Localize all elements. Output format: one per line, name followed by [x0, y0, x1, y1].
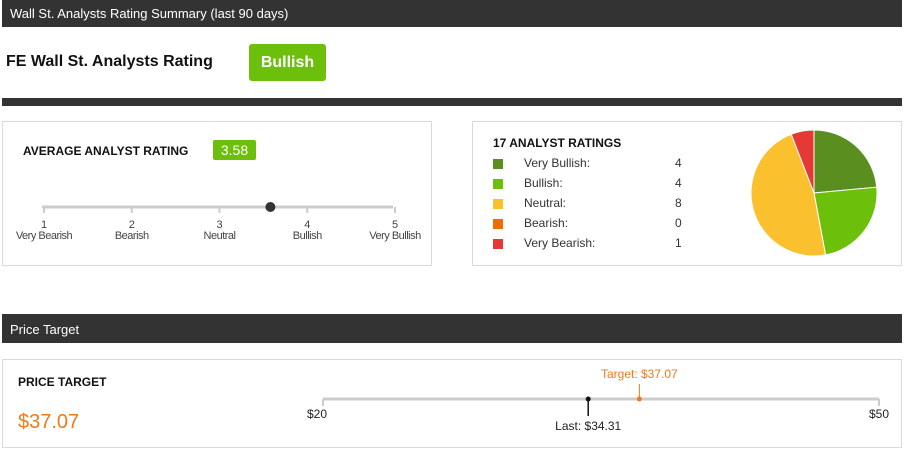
section-divider	[2, 98, 902, 106]
rating-scale-label: Bullish	[293, 230, 322, 242]
legend-item: Neutral: 8	[493, 196, 693, 212]
legend-label: Bullish:	[524, 176, 563, 190]
legend-item: Very Bearish: 1	[493, 236, 693, 252]
legend-item: Bearish: 0	[493, 216, 693, 232]
pie-slice-very-bullish	[813, 129, 878, 194]
average-rating-label: AVERAGE ANALYST RATING	[23, 144, 189, 158]
legend-count: 8	[675, 196, 682, 210]
legend-label: Very Bullish:	[524, 156, 591, 170]
rating-scale-number: 2	[129, 219, 135, 231]
legend-count: 1	[675, 236, 682, 250]
ratings-pie-chart	[750, 129, 878, 257]
rating-scale-marker	[265, 202, 276, 212]
legend-item: Bullish: 4	[493, 176, 693, 192]
legend-swatch	[493, 159, 503, 169]
target-price-marker	[636, 396, 642, 402]
legend-label: Neutral:	[524, 196, 567, 210]
page-title: FE Wall St. Analysts Rating	[6, 53, 213, 70]
legend-swatch	[493, 219, 503, 229]
price-target-header: Price Target	[2, 314, 902, 343]
last-price-marker	[585, 396, 591, 402]
legend-item: Very Bullish: 4	[493, 156, 693, 172]
average-rating-value: 3.58	[213, 140, 256, 160]
legend-count: 4	[675, 176, 682, 190]
rating-scale-label: Neutral	[204, 230, 236, 242]
price-target-label: PRICE TARGET	[18, 375, 107, 389]
analyst-ratings-title: 17 ANALYST RATINGS	[493, 136, 622, 150]
last-price-label: Last: $34.31	[555, 419, 621, 433]
rating-scale-number: 1	[41, 219, 47, 231]
rating-scale-number: 5	[392, 219, 398, 231]
rating-scale-label: Very Bearish	[16, 230, 73, 242]
price-scale-max-label: $50	[869, 407, 889, 421]
rating-badge: Bullish	[249, 44, 326, 81]
rating-scale-label: Very Bullish	[369, 230, 421, 242]
legend-swatch	[493, 199, 503, 209]
price-target-value: $37.07	[18, 411, 80, 433]
target-price-label: Target: $37.07	[601, 367, 678, 381]
legend-swatch	[493, 239, 503, 249]
rating-scale-label: Bearish	[115, 230, 149, 242]
analyst-ratings-panel: 17 ANALYST RATINGS Very Bullish: 4 Bullish…	[472, 121, 902, 266]
legend-swatch	[493, 179, 503, 189]
rating-scale-number: 3	[216, 219, 222, 231]
rating-summary-header-text: Wall St. Analysts Rating Summary (last 9…	[10, 6, 289, 21]
average-rating-panel: AVERAGE ANALYST RATING 3.58 1 Very Bearis…	[2, 121, 432, 266]
rating-scale-number: 4	[304, 219, 310, 231]
legend-label: Bearish:	[524, 216, 569, 230]
legend-count: 0	[675, 216, 682, 230]
legend-label: Very Bearish:	[524, 236, 596, 250]
price-scale-min-label: $20	[307, 407, 327, 421]
price-target-header-text: Price Target	[10, 322, 80, 337]
pie-slice-bullish	[813, 186, 878, 256]
legend-count: 4	[675, 156, 682, 170]
rating-summary-header: Wall St. Analysts Rating Summary (last 9…	[2, 0, 902, 27]
pie-slice-neutral	[750, 133, 827, 257]
pie-slice-very-bearish	[790, 129, 815, 194]
price-target-panel: PRICE TARGET $37.07 $20 $50 Target: $37.…	[2, 359, 902, 448]
price-target-scale: $20 $50 Target: $37.07 Last: $34.31	[307, 367, 889, 433]
